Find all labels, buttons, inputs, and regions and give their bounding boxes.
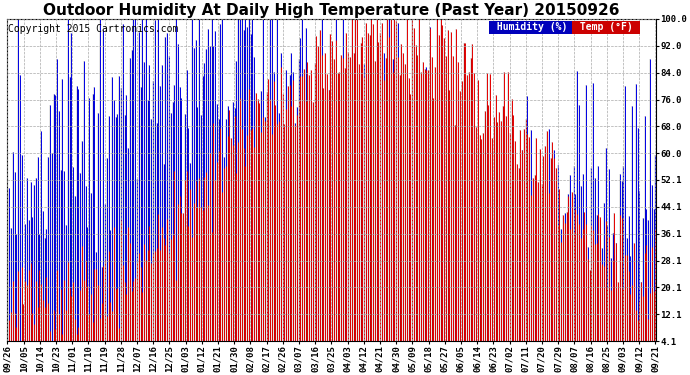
Text: Copyright 2015 Cartronics.com: Copyright 2015 Cartronics.com <box>8 24 178 34</box>
Text: Humidity (%): Humidity (%) <box>491 22 573 32</box>
Title: Outdoor Humidity At Daily High Temperature (Past Year) 20150926: Outdoor Humidity At Daily High Temperatu… <box>43 3 620 18</box>
Text: Temp (°F): Temp (°F) <box>573 22 638 32</box>
